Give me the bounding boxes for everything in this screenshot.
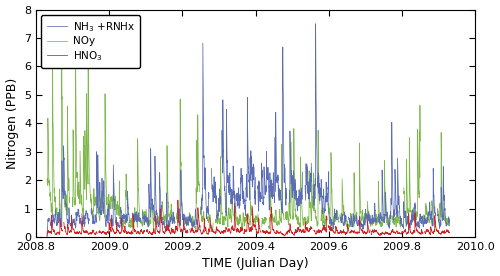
NOy <box>396 216 402 220</box>
NH$_3$ +RNHx <box>446 219 452 222</box>
Line: NOy: NOy <box>47 38 450 230</box>
NOy <box>90 216 96 219</box>
HNO$_3$ <box>438 231 444 234</box>
NH$_3$ +RNHx <box>114 221 120 224</box>
NH$_3$ +RNHx <box>396 192 402 196</box>
HNO$_3$ <box>198 232 204 235</box>
NOy <box>198 215 204 219</box>
NH$_3$ +RNHx <box>216 201 222 205</box>
Y-axis label: Nitrogen (PPB): Nitrogen (PPB) <box>6 78 18 169</box>
Line: NH$_3$ +RNHx: NH$_3$ +RNHx <box>47 24 450 236</box>
NOy <box>438 174 444 177</box>
HNO$_3$ <box>90 229 96 232</box>
HNO$_3$ <box>114 225 120 229</box>
NOy <box>446 216 452 220</box>
X-axis label: TIME (Julian Day): TIME (Julian Day) <box>202 258 309 270</box>
HNO$_3$ <box>216 229 222 233</box>
NH$_3$ +RNHx <box>90 219 96 223</box>
NOy <box>114 213 120 217</box>
NH$_3$ +RNHx <box>44 235 50 238</box>
NH$_3$ +RNHx <box>438 200 444 203</box>
HNO$_3$ <box>44 234 50 238</box>
NH$_3$ +RNHx <box>198 197 204 200</box>
Legend: NH$_3$ +RNHx, NOy, HNO$_3$: NH$_3$ +RNHx, NOy, HNO$_3$ <box>42 15 140 68</box>
NOy <box>44 177 50 181</box>
HNO$_3$ <box>396 232 402 235</box>
HNO$_3$ <box>446 231 452 234</box>
Line: HNO$_3$: HNO$_3$ <box>47 200 450 236</box>
